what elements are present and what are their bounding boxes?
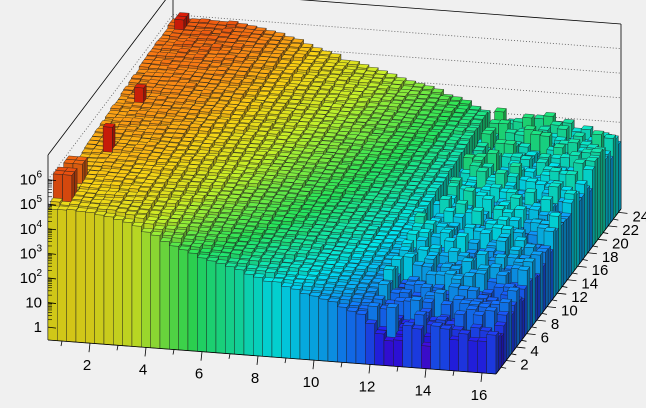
bar-side-face <box>560 222 564 289</box>
bar-top-face <box>450 96 463 101</box>
bar-side-face <box>605 155 609 231</box>
bar-side-face <box>566 216 570 282</box>
bar-top-face <box>472 114 486 120</box>
bar-top-face <box>288 42 302 48</box>
bar-top-face <box>375 70 389 75</box>
bar-top-face <box>218 32 231 38</box>
bar-top-face <box>435 100 449 106</box>
bar-top-face <box>263 30 277 35</box>
bar-side-face <box>594 157 598 245</box>
bar-top-face <box>291 38 305 44</box>
bar-top-face <box>171 28 185 34</box>
bar-top-face <box>226 20 239 26</box>
bar-top-face <box>410 86 423 92</box>
bar-top-face <box>426 97 439 103</box>
bar-side-face <box>592 165 596 248</box>
bar-top-face <box>412 82 426 88</box>
bar-top-face <box>538 125 551 131</box>
bar-top-face <box>314 57 327 63</box>
bar-top-face <box>372 73 386 79</box>
bar-top-face <box>416 94 430 99</box>
bar-top-face <box>438 95 451 101</box>
bar-top-face <box>391 80 405 85</box>
bar-top-face <box>310 47 323 52</box>
bar-top-face <box>342 68 355 74</box>
bar-top-face <box>279 39 293 45</box>
bar-top-face <box>468 105 482 111</box>
bar-side-face <box>576 190 580 268</box>
bar-side-face <box>579 197 583 265</box>
bar-top-face <box>422 85 435 91</box>
bar-top-face <box>270 35 283 41</box>
bar-side-face <box>563 218 567 286</box>
bar-top-face <box>494 107 507 113</box>
bar-top-face <box>232 27 246 33</box>
bar-top-face <box>366 66 379 72</box>
bar-side-face <box>613 134 616 220</box>
bar-top-face <box>356 63 370 69</box>
bar-side-face <box>589 187 593 251</box>
lego-bars <box>47 12 622 375</box>
bar-top-face <box>204 23 218 29</box>
bar-top-face <box>419 90 433 95</box>
bar-side-face <box>571 199 575 275</box>
bar-top-face <box>235 23 249 28</box>
bar-side-face <box>607 150 611 227</box>
bar-top-face <box>403 80 417 85</box>
bar-top-face <box>580 125 594 131</box>
bar-top-face <box>328 53 342 58</box>
bar-top-face <box>332 64 346 70</box>
bar-side-face <box>584 180 588 258</box>
bar-top-face <box>183 25 197 31</box>
bar-side-face <box>573 190 577 272</box>
bar-top-face <box>454 108 467 113</box>
bar-side-face <box>600 148 603 238</box>
bar-top-face <box>307 51 321 56</box>
bar-top-face <box>323 62 337 67</box>
bar-side-face <box>586 185 590 255</box>
bar-top-face <box>174 15 187 21</box>
bar-top-face <box>431 88 445 94</box>
bar-top-face <box>384 73 398 78</box>
bar-side-face <box>555 227 559 296</box>
bar-side-face <box>558 212 562 293</box>
bar-top-face <box>370 77 383 83</box>
bar-top-face <box>199 29 213 35</box>
bar-top-face <box>388 84 402 89</box>
back-top-edge <box>299 0 622 25</box>
bar-top-face <box>220 27 234 33</box>
left-top-edge <box>47 0 166 156</box>
bar-top-face <box>382 77 395 83</box>
bar-side-face <box>597 155 601 241</box>
bar-top-face <box>251 29 265 35</box>
bar-top-face <box>562 118 575 124</box>
bar-top-face <box>347 60 361 66</box>
bar-top-face <box>447 100 461 106</box>
bar-top-face <box>603 134 617 139</box>
bar-side-face <box>602 146 606 234</box>
bar-top-face <box>363 70 377 76</box>
bar-side-face <box>610 155 614 224</box>
bar-top-face <box>522 113 535 119</box>
bar-top-face <box>459 99 473 105</box>
bar-top-face <box>407 90 421 95</box>
bar-side-face <box>615 135 619 217</box>
bar-top-face <box>550 120 563 126</box>
bar-side-face <box>568 212 572 279</box>
bar-top-face <box>354 68 367 74</box>
bar-top-face <box>543 112 557 117</box>
bar-top-face <box>198 18 211 24</box>
bar-side-face <box>618 140 622 213</box>
bar-top-face <box>319 50 333 56</box>
bar-top-face <box>267 39 281 45</box>
bar-top-face <box>214 24 227 30</box>
bar-top-face <box>186 21 199 27</box>
bar-side-face <box>581 193 585 262</box>
bar-top-face <box>239 31 253 37</box>
bar-top-face <box>428 93 442 99</box>
bar-top-face <box>556 125 570 130</box>
